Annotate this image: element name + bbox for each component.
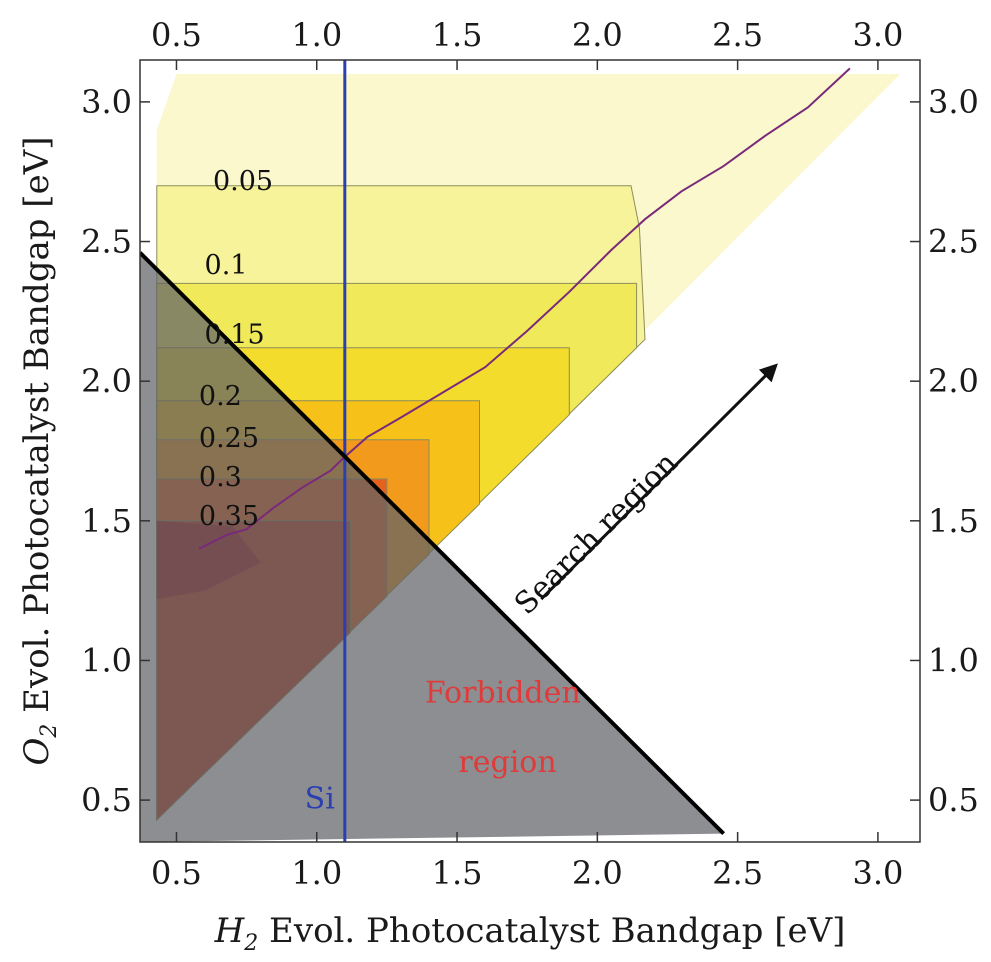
contour-label-0.2: 0.2 <box>199 381 242 412</box>
x-tick-label-top: 3.0 <box>852 16 903 54</box>
x-tick-label-top: 0.5 <box>151 16 202 54</box>
y-tick-label-right: 1.0 <box>928 641 979 679</box>
contour-label-0.3: 0.3 <box>199 462 242 493</box>
plot-frame <box>139 59 921 843</box>
y-tick-label-left: 1.5 <box>81 502 132 540</box>
forbidden-label-line-1: Forbidden <box>425 675 581 710</box>
x-tick-label-bottom: 1.5 <box>432 854 483 892</box>
x-tick-label-top: 1.0 <box>291 16 342 54</box>
contour-label-0.1: 0.1 <box>205 250 248 281</box>
contour-labels-layer: 0.05 0.1 0.15 0.2 0.25 0.3 0.35 <box>199 166 273 532</box>
y-tick-label-left: 1.0 <box>81 641 132 679</box>
y-tick-label-right: 1.5 <box>928 502 979 540</box>
forbidden-boundary-line <box>140 251 726 836</box>
x-tick-label-top: 2.5 <box>712 16 763 54</box>
x-tick-label-bottom: 2.0 <box>572 854 623 892</box>
y-tick-label-right: 3.0 <box>928 83 979 121</box>
forbidden-label-line-2: region <box>458 745 556 780</box>
y-axis-label: O2 Evol. Photocatalyst Bandgap [eV] <box>17 136 62 765</box>
y-tick-label-left: 2.0 <box>81 362 132 400</box>
y-axis-label-subscript: 2 <box>37 724 62 739</box>
x-tick-label-bottom: 3.0 <box>852 854 903 892</box>
contour-label-0.15: 0.15 <box>205 320 265 351</box>
optimal-bandgap-line <box>198 67 851 550</box>
x-tick-label-top: 1.5 <box>432 16 483 54</box>
x-axis-label-subscript: 2 <box>243 931 258 956</box>
x-tick-label-bottom: 2.5 <box>712 854 763 892</box>
x-tick-label-bottom: 1.0 <box>291 854 342 892</box>
contour-label-0.35: 0.35 <box>199 501 259 532</box>
y-axis-label-text: Evol. Photocatalyst Bandgap [eV] <box>17 136 57 723</box>
x-axis-label-text: Evol. Photocatalyst Bandgap [eV] <box>258 911 845 951</box>
contour-label-0.25: 0.25 <box>199 423 259 454</box>
x-tick-label-bottom: 0.5 <box>151 854 202 892</box>
y-tick-label-right: 0.5 <box>928 781 979 819</box>
si-label: Si <box>305 781 335 816</box>
y-tick-label-left: 0.5 <box>81 781 132 819</box>
x-axis-label: H2 Evol. Photocatalyst Bandgap [eV] <box>214 911 846 956</box>
forbidden-region-label: Forbidden region <box>425 675 590 780</box>
y-tick-label-right: 2.0 <box>928 362 979 400</box>
ticks-layer: 0.5 0.5 1.0 1.0 1.5 1.5 2.0 2.0 2.5 2.5 3.0 3.0 0.5 0… <box>81 16 979 892</box>
y-tick-label-right: 2.5 <box>928 223 979 261</box>
search-region-arrow <box>540 363 778 601</box>
x-tick-label-top: 2.0 <box>572 16 623 54</box>
overlay-lines-layer <box>140 60 851 842</box>
y-tick-label-left: 2.5 <box>81 223 132 261</box>
search-region-label: Search region <box>508 446 685 622</box>
contour-label-0.05: 0.05 <box>213 166 273 197</box>
plot-area <box>140 60 901 842</box>
y-tick-label-left: 3.0 <box>81 83 132 121</box>
x-axis-label-variable: H <box>214 911 246 951</box>
y-axis-label-variable: O <box>17 738 57 766</box>
